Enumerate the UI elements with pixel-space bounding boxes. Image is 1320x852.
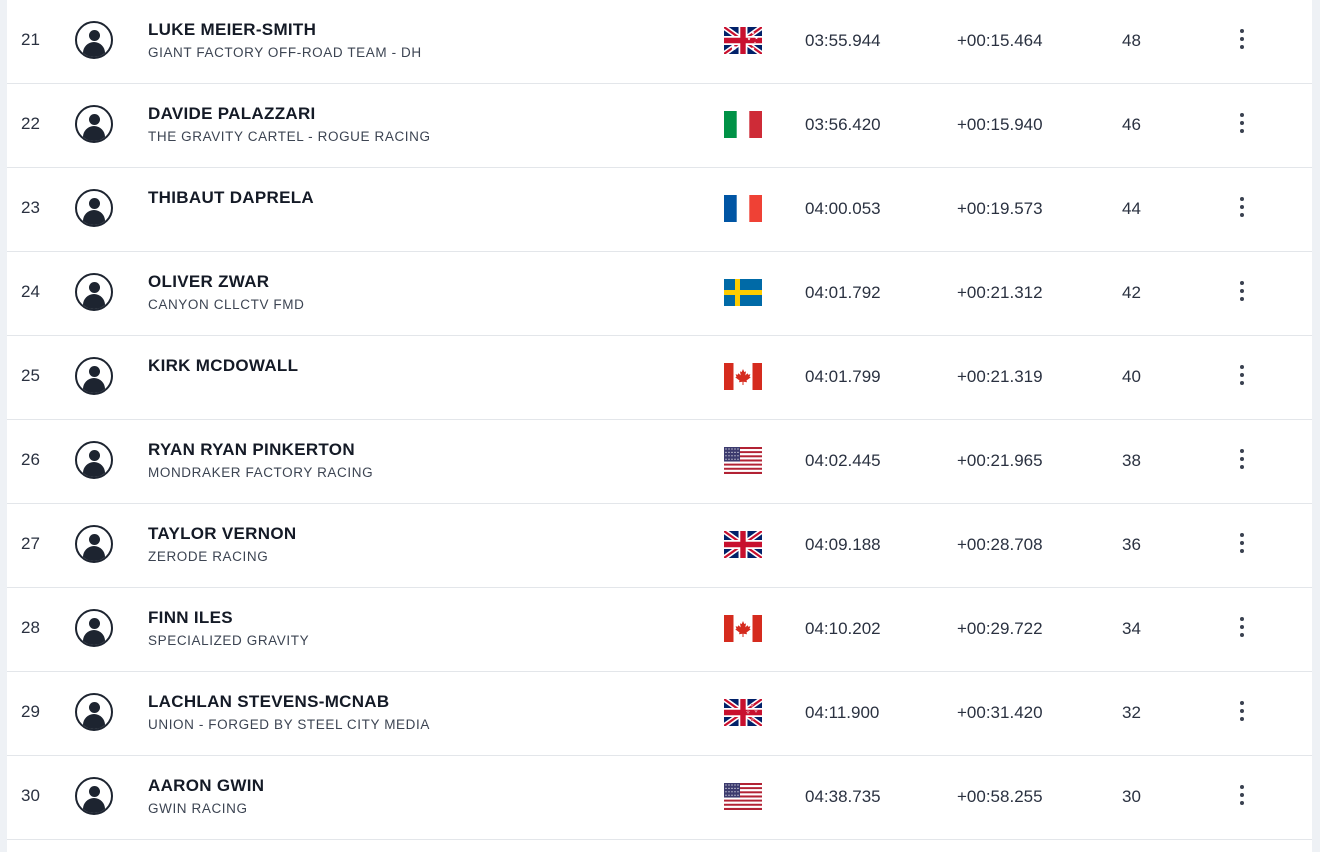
finish-time: 04:00.053 <box>805 199 881 218</box>
italy-flag <box>724 111 762 138</box>
points: 30 <box>1122 787 1141 806</box>
points: 44 <box>1122 199 1141 218</box>
more-vertical-icon[interactable] <box>1231 278 1253 304</box>
team-name: SPECIALIZED GRAVITY <box>148 633 310 648</box>
result-row[interactable]: 24 OLIVER ZWAR CANYON CLLCTV FMD 04:01.7… <box>7 252 1312 336</box>
position: 22 <box>21 114 40 133</box>
finish-time: 03:55.944 <box>805 31 881 50</box>
result-row[interactable]: 30 AARON GWIN GWIN RACING 04:38.735 +00:… <box>7 756 1312 840</box>
position: 24 <box>21 282 40 301</box>
position: 23 <box>21 198 40 217</box>
time-gap: +00:21.312 <box>957 283 1043 302</box>
time-gap: +00:21.965 <box>957 451 1043 470</box>
result-row[interactable]: 28 FINN ILES SPECIALIZED GRAVITY 04:10.2… <box>7 588 1312 672</box>
points: 46 <box>1122 115 1141 134</box>
time-gap: +00:15.940 <box>957 115 1043 134</box>
user-avatar-icon <box>75 357 113 395</box>
time-gap: +00:19.573 <box>957 199 1043 218</box>
user-avatar-icon <box>75 609 113 647</box>
position: 28 <box>21 618 40 637</box>
rider-name[interactable]: LUKE MEIER-SMITH <box>148 20 317 39</box>
user-avatar-icon <box>75 525 113 563</box>
position: 29 <box>21 702 40 721</box>
points: 48 <box>1122 31 1141 50</box>
rider-name[interactable]: AARON GWIN <box>148 776 265 795</box>
canada-flag <box>724 363 762 390</box>
result-row[interactable]: 23 THIBAUT DAPRELA 04:00.053 +00:19.573 … <box>7 168 1312 252</box>
time-gap: +00:28.708 <box>957 535 1043 554</box>
usa-flag <box>724 447 762 474</box>
user-avatar-icon <box>75 105 113 143</box>
result-row[interactable]: 25 KIRK MCDOWALL 04:01.799 +00:21.319 40 <box>7 336 1312 420</box>
more-vertical-icon[interactable] <box>1231 782 1253 808</box>
team-name: GIANT FACTORY OFF-ROAD TEAM - DH <box>148 45 422 60</box>
time-gap: +00:29.722 <box>957 619 1043 638</box>
rider-name[interactable]: THIBAUT DAPRELA <box>148 188 314 207</box>
team-name: UNION - FORGED BY STEEL CITY MEDIA <box>148 717 430 732</box>
canada-flag <box>724 615 762 642</box>
points: 40 <box>1122 367 1141 386</box>
user-avatar-icon <box>75 777 113 815</box>
results-list: 21 LUKE MEIER-SMITH GIANT FACTORY OFF-RO… <box>7 0 1312 852</box>
points: 32 <box>1122 703 1141 722</box>
more-vertical-icon[interactable] <box>1231 446 1253 472</box>
user-avatar-icon <box>75 21 113 59</box>
time-gap: +00:15.464 <box>957 31 1043 50</box>
new-zealand-flag <box>724 699 762 726</box>
team-name: GWIN RACING <box>148 801 248 816</box>
points: 36 <box>1122 535 1141 554</box>
rider-name[interactable]: FINN ILES <box>148 608 233 627</box>
result-row[interactable]: 29 LACHLAN STEVENS-MCNAB UNION - FORGED … <box>7 672 1312 756</box>
user-avatar-icon <box>75 189 113 227</box>
finish-time: 04:38.735 <box>805 787 881 806</box>
result-row[interactable]: 27 TAYLOR VERNON ZERODE RACING 04:09.188… <box>7 504 1312 588</box>
more-vertical-icon[interactable] <box>1231 614 1253 640</box>
result-row[interactable]: 21 LUKE MEIER-SMITH GIANT FACTORY OFF-RO… <box>7 0 1312 84</box>
sweden-flag <box>724 279 762 306</box>
finish-time: 04:01.799 <box>805 367 881 386</box>
more-vertical-icon[interactable] <box>1231 26 1253 52</box>
team-name: ZERODE RACING <box>148 549 269 564</box>
time-gap: +00:31.420 <box>957 703 1043 722</box>
position: 26 <box>21 450 40 469</box>
rider-name[interactable]: TAYLOR VERNON <box>148 524 297 543</box>
rider-name[interactable]: DAVIDE PALAZZARI <box>148 104 316 123</box>
more-vertical-icon[interactable] <box>1231 362 1253 388</box>
finish-time: 04:02.445 <box>805 451 881 470</box>
user-avatar-icon <box>75 441 113 479</box>
rider-name[interactable]: RYAN RYAN PINKERTON <box>148 440 355 459</box>
rider-name[interactable]: KIRK MCDOWALL <box>148 356 299 375</box>
usa-flag <box>724 783 762 810</box>
position: 25 <box>21 366 40 385</box>
finish-time: 03:56.420 <box>805 115 881 134</box>
result-row[interactable]: 22 DAVIDE PALAZZARI THE GRAVITY CARTEL -… <box>7 84 1312 168</box>
position: 30 <box>21 786 40 805</box>
points: 38 <box>1122 451 1141 470</box>
more-vertical-icon[interactable] <box>1231 110 1253 136</box>
time-gap: +00:58.255 <box>957 787 1043 806</box>
user-avatar-icon <box>75 693 113 731</box>
finish-time: 04:09.188 <box>805 535 881 554</box>
more-vertical-icon[interactable] <box>1231 698 1253 724</box>
points: 42 <box>1122 283 1141 302</box>
user-avatar-icon <box>75 273 113 311</box>
position: 21 <box>21 30 40 49</box>
uk-flag <box>724 531 762 558</box>
australia-flag <box>724 27 762 54</box>
rider-name[interactable]: LACHLAN STEVENS-MCNAB <box>148 692 390 711</box>
team-name: MONDRAKER FACTORY RACING <box>148 465 374 480</box>
team-name: CANYON CLLCTV FMD <box>148 297 305 312</box>
more-vertical-icon[interactable] <box>1231 530 1253 556</box>
rider-name[interactable]: OLIVER ZWAR <box>148 272 270 291</box>
finish-time: 04:10.202 <box>805 619 881 638</box>
time-gap: +00:21.319 <box>957 367 1043 386</box>
france-flag <box>724 195 762 222</box>
more-vertical-icon[interactable] <box>1231 194 1253 220</box>
position: 27 <box>21 534 40 553</box>
points: 34 <box>1122 619 1141 638</box>
team-name: THE GRAVITY CARTEL - ROGUE RACING <box>148 129 431 144</box>
result-row[interactable]: 26 RYAN RYAN PINKERTON MONDRAKER FACTORY… <box>7 420 1312 504</box>
finish-time: 04:01.792 <box>805 283 881 302</box>
finish-time: 04:11.900 <box>805 703 880 722</box>
